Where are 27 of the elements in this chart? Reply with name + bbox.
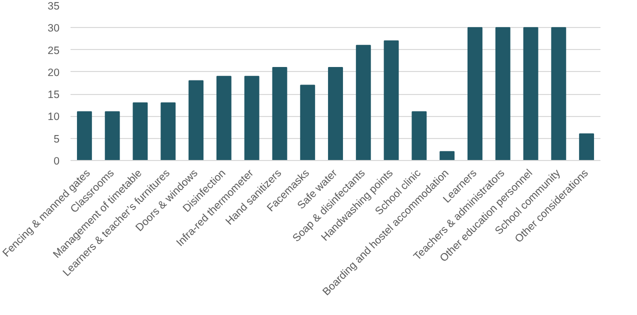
bar <box>551 27 566 160</box>
bar <box>523 27 538 160</box>
bar <box>328 67 343 160</box>
bar <box>272 67 288 160</box>
bar <box>495 27 510 160</box>
bar <box>216 76 232 160</box>
y-tick-label: 20 <box>48 66 60 79</box>
y-tick-label: 35 <box>48 0 60 12</box>
y-tick-label: 0 <box>54 156 60 168</box>
bar <box>384 40 399 160</box>
bar <box>440 151 455 160</box>
y-tick-label: 30 <box>48 22 60 35</box>
y-tick-label: 10 <box>48 111 60 124</box>
bar <box>579 133 594 160</box>
bar <box>244 76 260 160</box>
bar <box>132 102 148 160</box>
bar <box>356 44 371 160</box>
bar <box>468 27 482 160</box>
bar <box>412 111 427 160</box>
y-tick-label: 5 <box>54 133 60 146</box>
bar <box>188 80 204 160</box>
bar <box>300 84 316 160</box>
bar <box>104 111 120 160</box>
y-tick-label: 15 <box>48 89 60 102</box>
y-tick-label: 25 <box>48 44 60 57</box>
bar <box>160 102 176 160</box>
bar <box>76 111 92 160</box>
